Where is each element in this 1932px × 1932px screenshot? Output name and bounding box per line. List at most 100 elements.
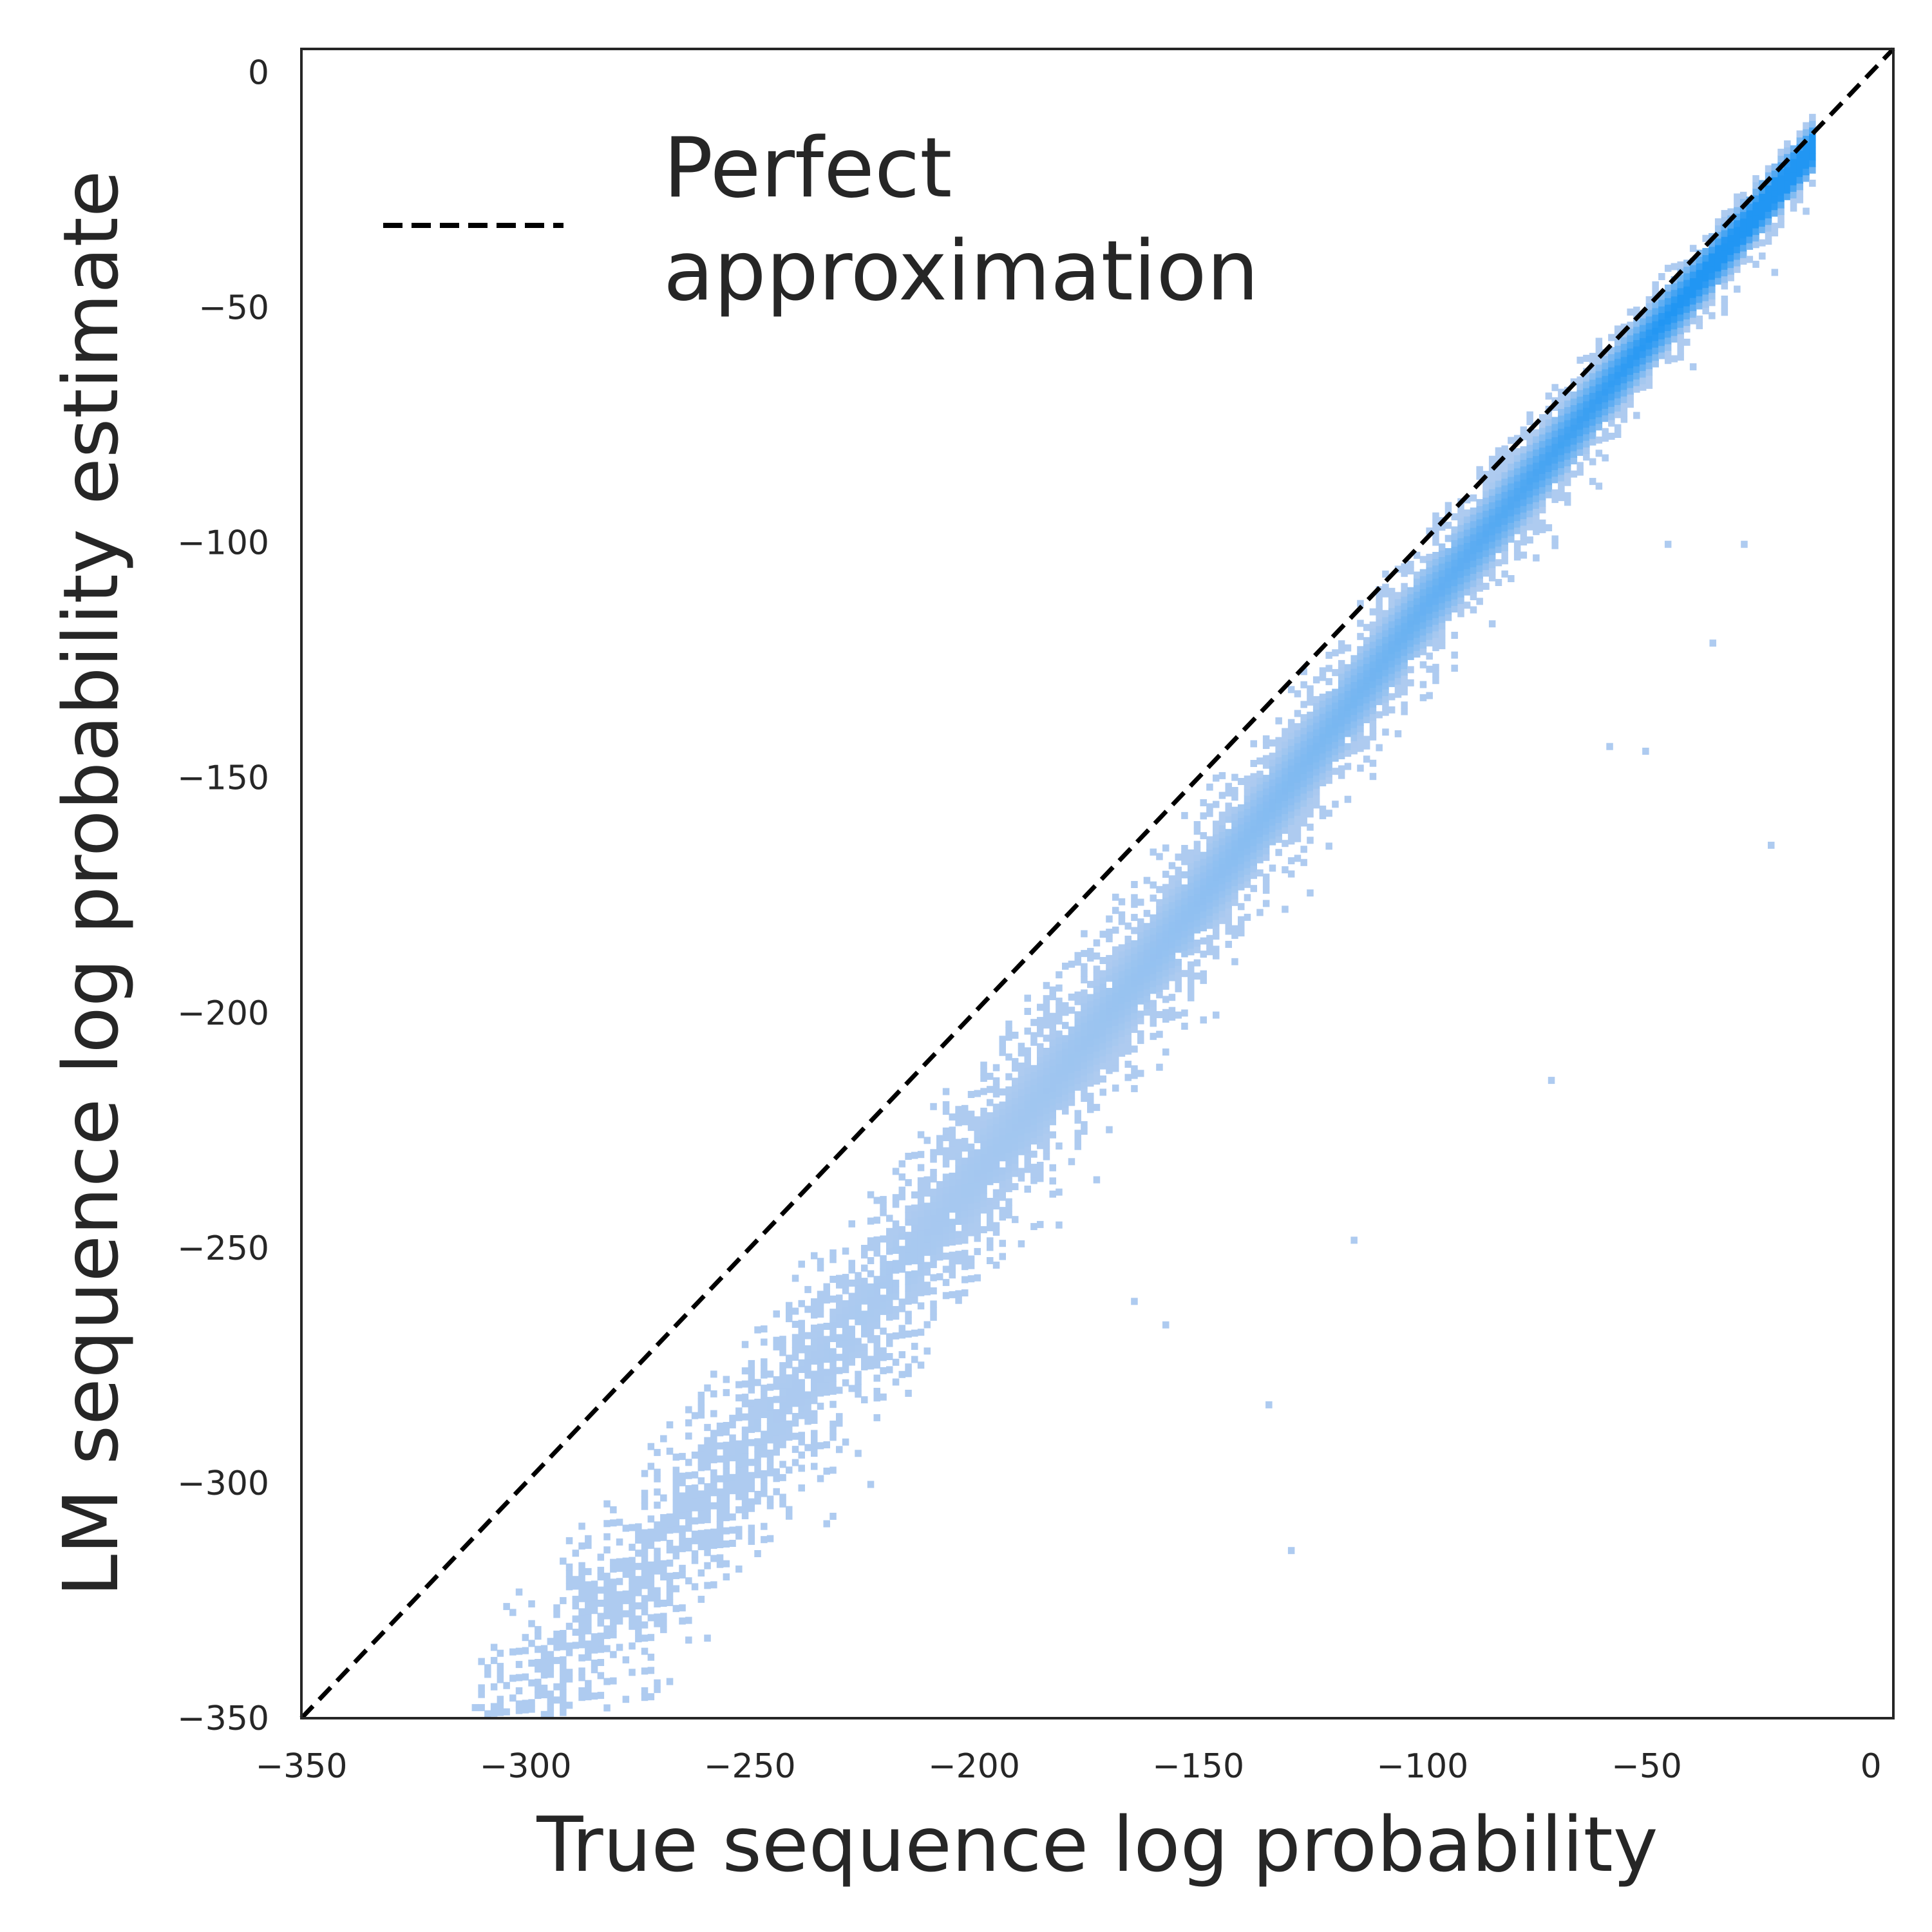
density-cell bbox=[1056, 1083, 1063, 1090]
density-cell bbox=[1513, 540, 1521, 547]
density-cell bbox=[1024, 1067, 1031, 1074]
density-cell bbox=[923, 1222, 931, 1230]
density-cell bbox=[1099, 1056, 1106, 1063]
density-cell bbox=[572, 1582, 580, 1590]
density-cell bbox=[1012, 1065, 1019, 1072]
density-cell bbox=[967, 1275, 975, 1283]
density-cell bbox=[1520, 479, 1528, 486]
density-cell bbox=[1513, 488, 1521, 495]
density-cell bbox=[691, 1504, 699, 1511]
density-cell bbox=[1150, 960, 1157, 968]
density-cell bbox=[798, 1464, 805, 1472]
density-cell bbox=[842, 1280, 849, 1288]
density-cell bbox=[741, 1486, 749, 1493]
density-cell bbox=[660, 1566, 667, 1574]
density-cell bbox=[1759, 252, 1766, 260]
density-cell bbox=[672, 1572, 680, 1580]
density-cell bbox=[591, 1587, 598, 1595]
density-cell bbox=[761, 1477, 768, 1484]
density-cell bbox=[936, 1135, 943, 1142]
density-cell bbox=[949, 1198, 956, 1206]
density-cell bbox=[1218, 811, 1226, 819]
density-cell bbox=[1752, 214, 1759, 222]
density-cell bbox=[654, 1468, 661, 1476]
density-cell bbox=[635, 1576, 642, 1584]
density-cell bbox=[685, 1524, 692, 1532]
density-cell bbox=[1344, 710, 1352, 717]
density-cell bbox=[911, 1343, 918, 1350]
density-cell bbox=[1068, 1066, 1075, 1074]
density-cell bbox=[1156, 958, 1163, 966]
density-cell bbox=[1275, 796, 1282, 804]
density-cell bbox=[1645, 336, 1653, 343]
density-cell bbox=[1275, 737, 1282, 744]
density-cell bbox=[855, 1285, 862, 1293]
density-cell bbox=[905, 1311, 912, 1318]
density-cell bbox=[1043, 1133, 1050, 1141]
density-cell bbox=[1508, 516, 1515, 523]
density-cell bbox=[1652, 360, 1659, 368]
density-cell bbox=[1282, 748, 1289, 755]
density-cell bbox=[1702, 248, 1709, 256]
density-cell bbox=[791, 1413, 799, 1420]
density-cell bbox=[1369, 608, 1377, 616]
density-cell bbox=[1664, 324, 1672, 332]
density-cell bbox=[1150, 881, 1157, 889]
density-cell bbox=[685, 1577, 692, 1585]
density-cell bbox=[987, 1204, 994, 1212]
density-cell bbox=[880, 1202, 887, 1210]
density-cell bbox=[1696, 316, 1703, 323]
density-cell bbox=[1218, 818, 1226, 826]
density-cell bbox=[1250, 838, 1257, 846]
density-cell bbox=[1752, 194, 1759, 202]
density-cell bbox=[1106, 1014, 1113, 1021]
density-cell bbox=[1262, 847, 1270, 855]
density-cell bbox=[1388, 614, 1396, 621]
density-cell bbox=[930, 1247, 937, 1255]
density-cell bbox=[660, 1573, 667, 1581]
density-cell bbox=[1652, 347, 1659, 355]
density-cell bbox=[1131, 992, 1138, 1000]
density-cell bbox=[622, 1524, 630, 1532]
density-outlier-cell bbox=[1287, 1547, 1295, 1555]
density-cell bbox=[1049, 1019, 1056, 1027]
density-cell bbox=[723, 1428, 730, 1436]
density-cell bbox=[1049, 1118, 1056, 1126]
density-cell bbox=[1056, 1142, 1063, 1150]
density-cell bbox=[873, 1282, 880, 1290]
density-cell bbox=[1426, 626, 1433, 634]
density-cell bbox=[1470, 494, 1477, 502]
density-cell bbox=[1231, 846, 1238, 853]
density-cell bbox=[1137, 1017, 1144, 1025]
density-cell bbox=[1350, 734, 1358, 741]
density-cell bbox=[710, 1528, 717, 1536]
density-cell bbox=[1589, 431, 1596, 439]
density-cell bbox=[779, 1368, 786, 1376]
density-cell bbox=[1012, 1137, 1019, 1144]
density-cell bbox=[1093, 998, 1101, 1006]
density-cell bbox=[704, 1562, 711, 1569]
density-cell bbox=[1633, 372, 1640, 380]
density-cell bbox=[930, 1103, 937, 1110]
density-cell bbox=[1671, 355, 1678, 363]
density-cell bbox=[936, 1188, 943, 1195]
density-cell bbox=[1312, 775, 1320, 782]
density-cell bbox=[1312, 742, 1320, 750]
density-cell bbox=[1193, 854, 1201, 862]
density-cell bbox=[1388, 640, 1396, 648]
density-cell bbox=[1325, 744, 1332, 752]
density-cell bbox=[779, 1336, 786, 1343]
y-tick-label: −100 bbox=[177, 524, 269, 563]
density-cell bbox=[1181, 1023, 1188, 1030]
density-cell bbox=[1193, 893, 1201, 901]
density-cell bbox=[641, 1602, 649, 1609]
density-cell bbox=[1520, 518, 1528, 526]
density-cell bbox=[1319, 706, 1327, 714]
density-cell bbox=[565, 1563, 573, 1571]
density-cell bbox=[1005, 1099, 1012, 1107]
density-cell bbox=[748, 1359, 755, 1367]
density-cell bbox=[1188, 961, 1195, 969]
density-cell bbox=[949, 1231, 956, 1239]
density-cell bbox=[1156, 971, 1163, 979]
density-cell bbox=[647, 1614, 655, 1622]
